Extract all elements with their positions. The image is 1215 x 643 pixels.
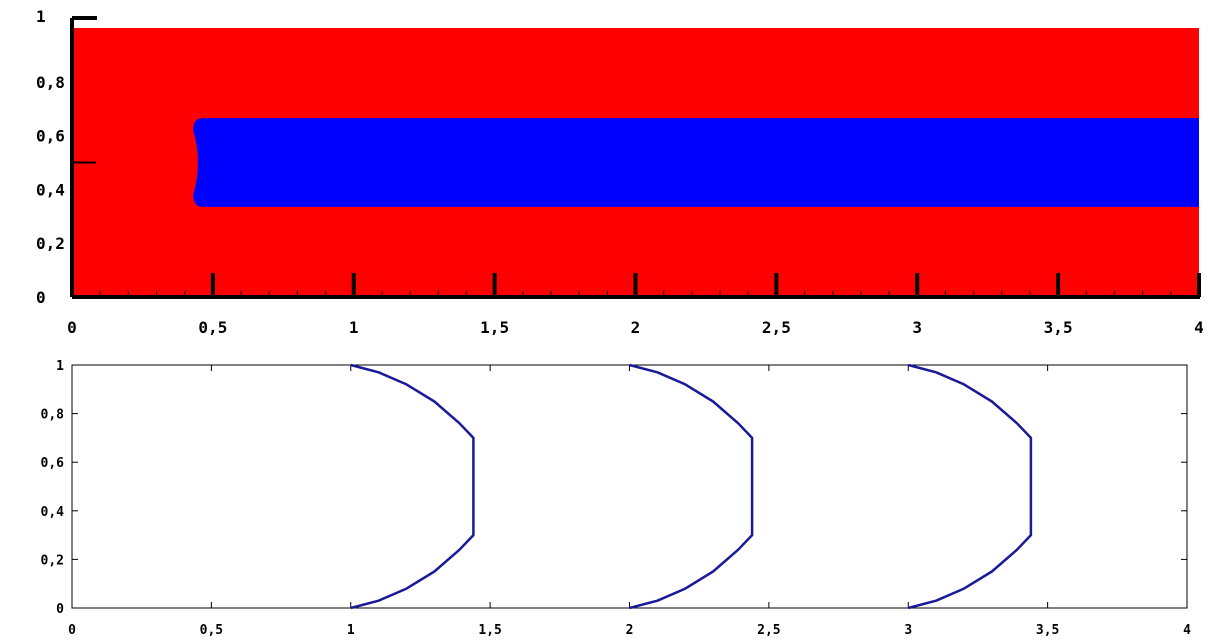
x-tick-label: 0,5 xyxy=(200,623,223,638)
y-tick-label: 0,8 xyxy=(36,73,65,92)
profile-line-2 xyxy=(629,363,754,610)
y-tick-label: 0,2 xyxy=(36,234,65,253)
x-tick-label: 3 xyxy=(904,623,912,638)
x-tick-label: 1,5 xyxy=(478,623,501,638)
x-tick-label: 1,5 xyxy=(480,318,509,337)
y-tick-label: 0,4 xyxy=(36,180,65,199)
x-tick-label: 4 xyxy=(1194,318,1204,337)
x-tick-label: 4 xyxy=(1183,623,1191,638)
y-tick-label: 0,8 xyxy=(41,408,65,423)
x-tick-label: 3,5 xyxy=(1044,318,1073,337)
x-tick-label: 2 xyxy=(626,623,634,638)
x-tick-label: 3,5 xyxy=(1036,623,1059,638)
x-tick-label: 2,5 xyxy=(757,623,780,638)
x-tick-label: 2 xyxy=(631,318,641,337)
x-tick-label: 1 xyxy=(347,623,355,638)
x-tick-label: 0 xyxy=(68,623,76,638)
velocity-profile-plot: 0 0,5 1 1,5 2 2,5 3 3,5 4 0 0,2 0,4 0,6 0,8 1 xyxy=(41,359,1192,638)
y-tick-label: 0,4 xyxy=(41,505,65,520)
y-tick-label: 1 xyxy=(36,7,46,26)
profile-line-3 xyxy=(907,363,1033,610)
velocity-field-plot: 0 0,5 1 1,5 2 2,5 3 3,5 4 0 0,2 0,4 0,6 0,8 1 xyxy=(36,7,1204,337)
y-tick-label: 0 xyxy=(56,602,64,617)
x-tick-label: 0,5 xyxy=(198,318,227,337)
x-tick-label: 0 xyxy=(67,318,77,337)
y-tick-label: 0,2 xyxy=(41,553,64,568)
x-tick-label: 2,5 xyxy=(762,318,791,337)
y-tick-label: 1 xyxy=(56,359,64,374)
x-tick-label: 1 xyxy=(349,318,359,337)
y-tick-label: 0,6 xyxy=(36,127,65,146)
profile-line-1 xyxy=(350,363,475,610)
y-tick-label: 0,6 xyxy=(41,456,65,471)
jet-region xyxy=(193,118,1200,207)
plot-frame xyxy=(71,364,1188,609)
y-tick-label: 0 xyxy=(36,288,46,307)
x-tick-label: 3 xyxy=(912,318,922,337)
